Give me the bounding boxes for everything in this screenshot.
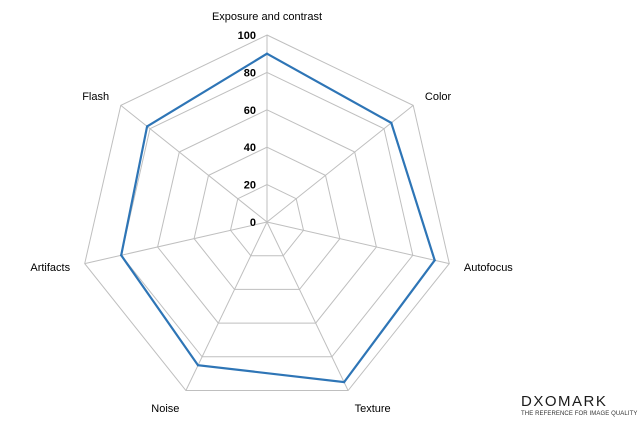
radial-tick-labels: 0 20 40 60 80 100 (238, 30, 256, 229)
spoke-1 (266, 105, 414, 223)
grid-ring-40 (193, 146, 341, 290)
tick-label-100: 100 (238, 30, 256, 42)
tick-label-0: 0 (250, 217, 256, 229)
tick-label-80: 80 (244, 67, 256, 79)
data-point-4 (196, 364, 200, 367)
spoke-2 (266, 221, 450, 265)
spoke-6 (120, 105, 268, 223)
data-point-5 (120, 254, 123, 257)
grid-ring-60 (157, 109, 377, 324)
tick-label-40: 40 (244, 142, 256, 154)
axis-label-4: Noise (151, 403, 179, 415)
axis-label-1: Color (425, 91, 452, 103)
axis-label-0: Exposure and contrast (212, 11, 322, 23)
spoke-4 (185, 221, 268, 391)
grid-ring-20 (229, 184, 305, 257)
radar-grid (84, 34, 450, 391)
axis-label-5: Artifacts (30, 262, 70, 274)
data-point-1 (390, 121, 393, 124)
tick-label-60: 60 (244, 105, 256, 117)
axis-label-6: Flash (82, 91, 109, 103)
series-line-0 (120, 52, 436, 384)
grid-ring-80 (120, 71, 414, 358)
axis-label-3: Texture (355, 403, 391, 415)
data-point-6 (146, 125, 149, 128)
brand-tagline: THE REFERENCE FOR IMAGE QUALITY (521, 411, 638, 417)
brand-logo: DXOMARK THE REFERENCE FOR IMAGE QUALITY (521, 393, 638, 418)
data-point-2 (433, 259, 436, 262)
data-point-3 (343, 381, 346, 384)
radar-series (120, 52, 436, 384)
data-point-0 (265, 52, 269, 55)
tick-label-20: 20 (244, 180, 256, 192)
spoke-5 (84, 221, 268, 265)
axis-label-2: Autofocus (464, 262, 513, 274)
grid-ring-100 (84, 34, 450, 391)
spoke-3 (266, 221, 349, 391)
radar-spokes (84, 35, 450, 391)
axis-labels: Exposure and contrast Color Autofocus Textu… (30, 11, 513, 415)
brand-logo-text: DXOMARK (521, 393, 608, 410)
